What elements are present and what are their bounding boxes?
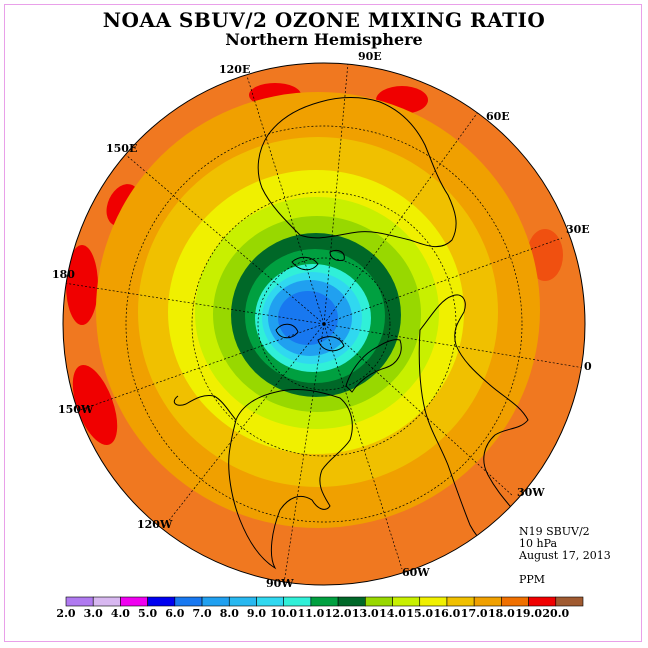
europe-africa-coast [418, 294, 529, 550]
arctic-island-2 [329, 249, 345, 261]
lon-label-120e: 120E [219, 63, 251, 76]
lon-label-60w: 60W [402, 566, 430, 579]
colorbar-tick-label: 8.0 [219, 607, 239, 620]
lat-circle-40 [125, 125, 523, 523]
meridian-150w [79, 323, 325, 411]
lon-label-60e: 60E [486, 110, 510, 123]
asia-coast [257, 97, 457, 248]
globe-outline [62, 62, 586, 586]
meridian-120e [246, 75, 325, 325]
colorbar-tick-label: 15.0 [406, 607, 434, 620]
meridian-120w [162, 323, 325, 529]
graticule [63, 63, 585, 584]
arctic-island-1 [291, 256, 319, 271]
colorbar-tick-label: 7.0 [192, 607, 212, 620]
colorbar-tick-label: 9.0 [246, 607, 267, 620]
colorbar-tick-label: 20.0 [542, 607, 570, 620]
colorbar-tick-label: 12.0 [324, 607, 352, 620]
lon-label-150e: 150E [106, 142, 138, 155]
arctic-island-4 [317, 336, 345, 352]
meridian-150e [125, 154, 325, 325]
lon-label-120w: 120W [137, 518, 173, 531]
colorbar-tick-label: 2.0 [56, 607, 76, 620]
greenland-coast [345, 339, 402, 393]
figure-frame [4, 4, 642, 642]
lon-label-90w: 90W [266, 577, 294, 590]
colorbar-tick-label: 13.0 [351, 607, 379, 620]
hotspot-30e [527, 229, 563, 281]
lon-label-30w: 30W [517, 486, 545, 499]
date-label: August 17, 2013 [519, 549, 611, 562]
map-title: NOAA SBUV/2 OZONE MIXING RATIO [102, 8, 546, 32]
colorbar-tick-label: 14.0 [379, 607, 406, 620]
colorbar-tick-label: 17.0 [460, 607, 488, 620]
lon-label-90e: 90E [358, 50, 382, 63]
instrument-label: N19 SBUV/2 [519, 525, 590, 538]
lon-label-180: 180 [52, 268, 75, 281]
colorbar-tick-label: 4.0 [110, 607, 130, 620]
contour-7 [278, 291, 338, 345]
hotspot-150w [72, 365, 118, 445]
colorbar-tick-label: 6.0 [165, 607, 185, 620]
meridian-30w [323, 323, 514, 497]
lat-circle-80 [257, 257, 391, 391]
hotspot-180 [66, 245, 98, 325]
colorbar-tick-label: 3.0 [83, 607, 103, 620]
lon-label-150w: 150W [58, 403, 94, 416]
ozone-field [63, 63, 585, 585]
meridian-60w [323, 323, 403, 570]
coastlines [173, 97, 529, 570]
pressure-level-label: 10 hPa [519, 537, 558, 550]
alaska-coast [173, 395, 237, 421]
lon-label-30e: 30E [566, 223, 590, 236]
map-subtitle: Northern Hemisphere [225, 30, 423, 49]
lat-circle-60 [191, 191, 457, 457]
colorbar-tick-label: 18.0 [487, 607, 515, 620]
units-label: PPM [519, 573, 546, 586]
north-america-coast [228, 389, 353, 570]
arctic-island-3 [275, 323, 299, 339]
colorbar-tick-label: 16.0 [433, 607, 461, 620]
colorbar-tick-label: 11.0 [297, 607, 325, 620]
colorbar-tick-label: 10.0 [270, 607, 298, 620]
colorbar-tick-label: 19.0 [515, 607, 542, 620]
lon-label-0: 0 [584, 360, 592, 373]
colorbar-tick-label: 5.0 [138, 607, 158, 620]
